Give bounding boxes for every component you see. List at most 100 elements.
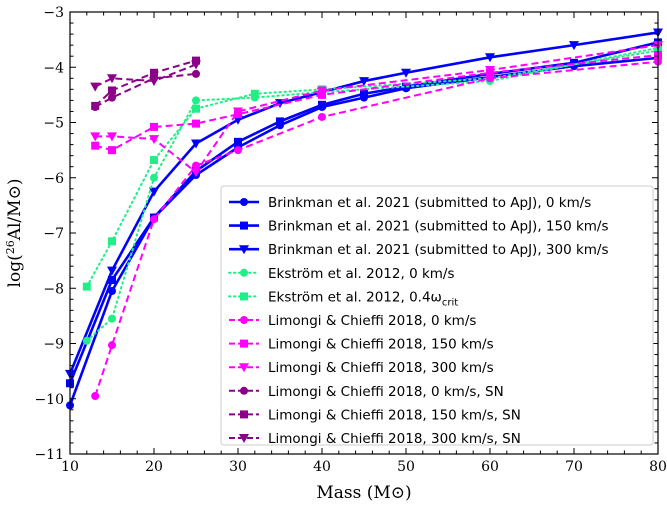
legend-label: Limongi & Chieffi 2018, 150 km/s <box>268 337 494 353</box>
x-tick-label: 80 <box>649 459 667 475</box>
data-point <box>191 168 201 178</box>
legend-label: Ekström et al. 2012, 0 km/s <box>268 266 455 282</box>
series-7 <box>90 41 663 178</box>
series-line <box>94 60 659 397</box>
data-point <box>191 60 201 70</box>
series-line <box>85 46 659 342</box>
data-point <box>107 74 117 84</box>
y-tick-label: −8 <box>43 281 64 297</box>
legend-entry: Limongi & Chieffi 2018, 300 km/s, SN <box>229 431 521 447</box>
data-point <box>192 69 200 78</box>
legend-marker <box>239 245 249 255</box>
legend-marker <box>239 434 249 443</box>
legend: Brinkman et al. 2021 (submitted to ApJ),… <box>220 185 654 447</box>
x-tick-label: 60 <box>481 459 499 475</box>
legend-marker <box>240 292 248 301</box>
series-line <box>95 44 659 174</box>
legend-label: Brinkman et al. 2021 (submitted to ApJ),… <box>268 195 591 211</box>
legend-label: Limongi & Chieffi 2018, 150 km/s, SN <box>268 407 521 423</box>
data-point <box>150 173 158 182</box>
data-point <box>192 119 200 128</box>
data-point <box>108 314 116 323</box>
legend-entry: Limongi & Chieffi 2018, 0 km/s <box>229 313 476 329</box>
y-tick-label: −3 <box>43 5 64 21</box>
legend-label: Limongi & Chieffi 2018, 300 km/s <box>268 360 494 376</box>
series-line <box>94 54 659 152</box>
legend-label: Ekström et al. 2012, 0.4ωcrit <box>268 289 458 308</box>
plot-lines <box>65 28 663 410</box>
data-point <box>192 161 200 170</box>
legend-entry: Ekström et al. 2012, 0.4ωcrit <box>228 289 458 308</box>
legend-entry: Limongi & Chieffi 2018, 150 km/s <box>229 337 494 353</box>
x-tick-label: 40 <box>313 459 331 475</box>
data-point <box>150 156 158 165</box>
series-9 <box>91 56 200 110</box>
data-point <box>485 66 495 76</box>
y-tick-label: −11 <box>34 447 64 463</box>
series-5 <box>91 57 662 400</box>
y-tick-label: −6 <box>43 171 64 187</box>
y-tick-label: −10 <box>34 392 64 408</box>
legend-label: Brinkman et al. 2021 (submitted to ApJ),… <box>268 242 609 258</box>
legend-entry: Ekström et al. 2012, 0 km/s <box>228 266 455 282</box>
legend-marker <box>239 363 249 373</box>
data-point <box>149 77 159 87</box>
data-point <box>108 275 116 284</box>
data-point <box>108 341 116 350</box>
x-tick-label: 20 <box>145 459 163 475</box>
data-point <box>108 86 116 95</box>
data-point <box>233 107 243 117</box>
legend-label: Limongi & Chieffi 2018, 300 km/s, SN <box>268 431 521 447</box>
data-point <box>318 100 326 109</box>
data-point <box>150 215 158 224</box>
data-point <box>91 141 100 150</box>
y-axis-label: log(26Al/M⊙) <box>4 179 25 288</box>
data-point <box>485 53 495 63</box>
data-point <box>318 112 326 121</box>
legend-marker <box>240 316 248 324</box>
data-point <box>149 135 159 145</box>
series-line <box>94 63 197 88</box>
x-tick-label: 70 <box>565 459 583 475</box>
data-point <box>149 187 159 197</box>
data-point <box>108 237 116 246</box>
data-point <box>250 89 259 98</box>
data-point <box>360 89 368 98</box>
data-point <box>82 336 91 345</box>
data-point <box>90 82 101 92</box>
legend-entry: Limongi & Chieffi 2018, 300 km/s <box>229 360 494 376</box>
data-point <box>150 68 158 77</box>
data-point <box>82 282 91 291</box>
data-point <box>90 132 101 142</box>
legend-marker <box>240 410 248 419</box>
y-tick-label: −7 <box>43 226 64 242</box>
y-tick-label: −5 <box>43 116 64 132</box>
data-point <box>401 68 411 78</box>
y-tick-label: −4 <box>43 60 64 76</box>
series-line <box>68 31 659 375</box>
x-tick-label: 30 <box>229 459 247 475</box>
legend-entry: Limongi & Chieffi 2018, 150 km/s, SN <box>229 407 521 423</box>
legend-marker <box>240 198 248 206</box>
data-point <box>91 391 100 400</box>
legend-entry: Brinkman et al. 2021 (submitted to ApJ),… <box>229 195 591 211</box>
data-point <box>108 146 116 155</box>
data-point <box>91 101 100 110</box>
data-point <box>192 104 200 113</box>
legend-entry: Limongi & Chieffi 2018, 0 km/s, SN <box>229 384 504 400</box>
data-point <box>108 93 116 102</box>
plot-frame <box>69 11 659 455</box>
series-line <box>94 59 197 107</box>
x-axis-label: Mass (M⊙) <box>316 483 411 503</box>
data-point <box>234 137 242 146</box>
legend-marker <box>240 221 248 230</box>
x-tick-label: 10 <box>61 459 79 475</box>
data-point <box>192 96 200 105</box>
data-point <box>570 58 578 67</box>
legend-entry: Brinkman et al. 2021 (submitted to ApJ),… <box>229 219 609 235</box>
data-point <box>569 41 579 51</box>
series-10 <box>90 60 201 92</box>
legend-label: Brinkman et al. 2021 (submitted to ApJ),… <box>268 219 609 235</box>
data-point <box>234 146 242 155</box>
